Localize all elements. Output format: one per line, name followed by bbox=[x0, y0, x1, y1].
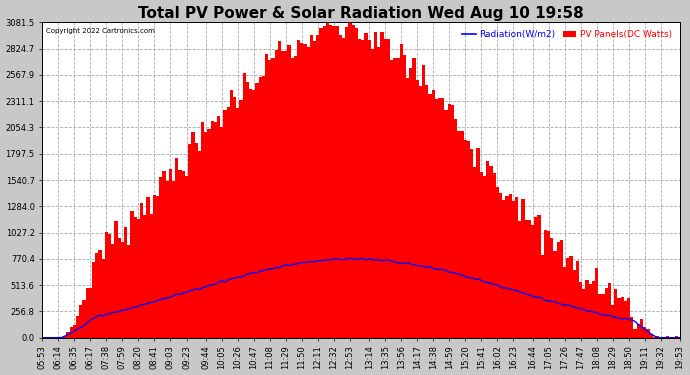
Legend: Radiation(W/m2), PV Panels(DC Watts): Radiation(W/m2), PV Panels(DC Watts) bbox=[458, 26, 676, 42]
Text: Copyright 2022 Cartronics.com: Copyright 2022 Cartronics.com bbox=[46, 28, 155, 34]
Title: Total PV Power & Solar Radiation Wed Aug 10 19:58: Total PV Power & Solar Radiation Wed Aug… bbox=[138, 6, 584, 21]
